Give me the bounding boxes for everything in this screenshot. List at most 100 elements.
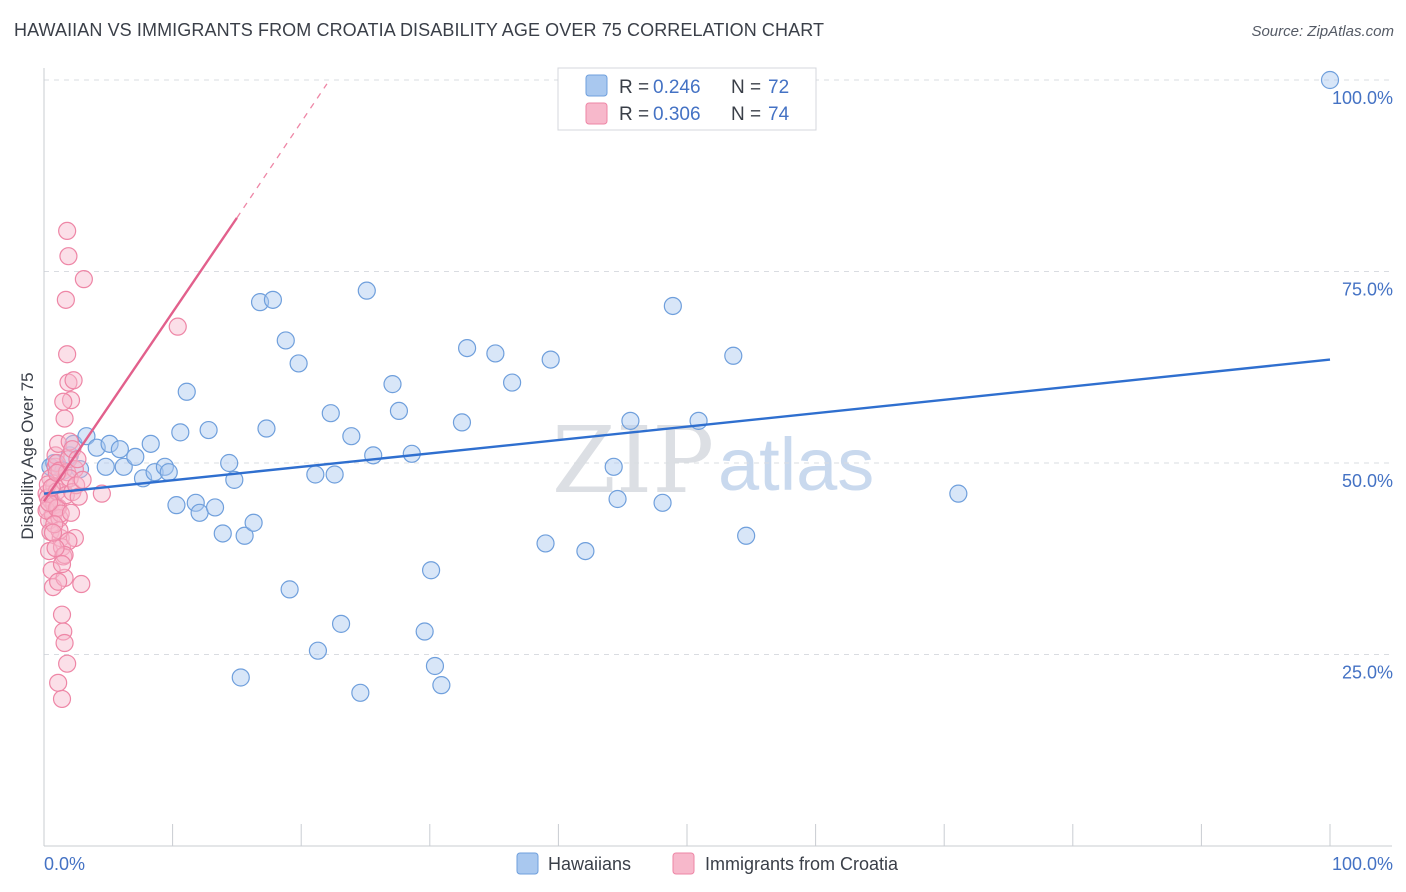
data-point-hawaiians — [263, 290, 283, 309]
legend-n-label-1: N = — [731, 77, 761, 98]
y-tick-label: 50.0% — [1342, 471, 1393, 491]
data-point-croatia — [52, 555, 72, 574]
data-point-hawaiians — [541, 350, 560, 369]
bottom-legend-label-croatia: Immigrants from Croatia — [705, 854, 899, 874]
data-point-croatia — [54, 622, 73, 641]
data-point-hawaiians — [244, 513, 263, 532]
data-point-hawaiians — [276, 331, 295, 350]
data-point-hawaiians — [289, 354, 308, 373]
data-point-hawaiians — [949, 484, 968, 503]
data-point-hawaiians — [190, 503, 209, 522]
data-point-croatia — [49, 572, 68, 591]
data-point-hawaiians — [231, 668, 250, 687]
data-point-croatia — [49, 434, 68, 453]
legend-n-value-2: 74 — [768, 104, 790, 125]
data-point-hawaiians — [235, 526, 254, 545]
data-point-croatia — [61, 391, 81, 410]
data-point-hawaiians — [724, 346, 743, 365]
data-point-hawaiians — [220, 453, 239, 473]
data-point-hawaiians — [145, 463, 164, 482]
data-point-croatia — [69, 487, 88, 506]
legend-r-label-1: R = — [619, 77, 649, 98]
y-tick-label: 25.0% — [1342, 663, 1393, 683]
stats-legend: R = 0.246 N = 72 R = 0.306 N = 74 — [557, 67, 817, 131]
data-point-hawaiians — [457, 339, 477, 358]
watermark-zip: ZIP — [552, 407, 714, 514]
data-point-hawaiians — [100, 434, 119, 453]
y-tick-label: 75.0% — [1342, 280, 1393, 300]
data-point-hawaiians — [425, 656, 445, 676]
data-point-croatia — [46, 538, 65, 558]
data-point-hawaiians — [325, 465, 344, 484]
trendline-hawaiians — [43, 358, 1331, 495]
legend-swatch-croatia — [585, 102, 608, 125]
data-point-hawaiians — [141, 434, 160, 453]
chart-title: HAWAIIAN VS IMMIGRANTS FROM CROATIA DISA… — [14, 20, 825, 40]
data-point-hawaiians — [576, 541, 595, 561]
data-point-hawaiians — [126, 447, 145, 466]
data-point-hawaiians — [503, 373, 522, 392]
x-tick-label-max: 100.0% — [1332, 854, 1393, 874]
data-point-hawaiians — [486, 344, 505, 363]
series-legend: Hawaiians Immigrants from Croatia — [516, 852, 899, 875]
data-point-hawaiians — [177, 382, 196, 401]
data-point-croatia — [54, 392, 73, 411]
data-point-hawaiians — [357, 281, 376, 300]
data-point-croatia — [40, 493, 59, 512]
data-point-croatia — [73, 470, 92, 489]
trendline-croatia — [43, 217, 238, 502]
data-point-hawaiians — [225, 470, 244, 489]
legend-n-value-1: 72 — [768, 77, 789, 98]
data-point-hawaiians — [96, 457, 115, 476]
data-point-hawaiians — [306, 465, 325, 484]
data-point-croatia — [55, 409, 74, 428]
data-point-hawaiians — [114, 457, 133, 476]
data-point-croatia — [52, 605, 72, 624]
data-point-hawaiians — [159, 463, 178, 482]
data-point-croatia — [56, 290, 75, 309]
data-point-hawaiians — [342, 427, 361, 446]
x-tick-label-min: 0.0% — [44, 854, 85, 874]
data-point-croatia — [58, 345, 77, 364]
y-tick-label: 100.0% — [1332, 88, 1393, 108]
watermark: ZIP atlas — [552, 407, 874, 514]
data-point-hawaiians — [199, 420, 218, 440]
y-tick-labels: 25.0% 50.0% 75.0% 100.0% — [1332, 88, 1393, 683]
gridlines — [44, 79, 1392, 655]
data-point-croatia — [49, 673, 68, 692]
data-point-croatia — [43, 523, 63, 542]
data-point-hawaiians — [331, 614, 351, 633]
data-point-croatia — [58, 221, 77, 241]
data-point-hawaiians — [452, 413, 472, 432]
legend-swatch-hawaiians — [585, 74, 608, 97]
data-point-croatia — [59, 247, 78, 266]
data-point-hawaiians — [351, 683, 370, 702]
data-point-hawaiians — [432, 676, 451, 695]
data-point-hawaiians — [186, 493, 205, 512]
data-point-croatia — [61, 503, 81, 522]
data-point-hawaiians — [1320, 70, 1340, 90]
data-point-croatia — [52, 689, 72, 709]
data-point-hawaiians — [415, 622, 434, 641]
data-point-croatia — [92, 484, 111, 503]
data-point-hawaiians — [621, 411, 640, 430]
data-point-croatia — [58, 654, 77, 673]
legend-n-label-2: N = — [731, 104, 761, 125]
series-hawaiians — [41, 70, 1340, 702]
data-point-hawaiians — [205, 498, 225, 517]
data-point-hawaiians — [653, 493, 672, 512]
legend-r-value-1: 0.246 — [653, 77, 701, 98]
y-axis-title: Disability Age Over 75 — [18, 372, 37, 539]
data-point-hawaiians — [321, 404, 340, 423]
data-point-hawaiians — [167, 496, 186, 515]
bottom-legend-swatch-hawaiians — [516, 852, 539, 875]
data-point-hawaiians — [308, 641, 328, 660]
data-point-hawaiians — [604, 457, 623, 476]
legend-r-label-2: R = — [619, 104, 649, 125]
bottom-legend-swatch-croatia — [672, 852, 695, 875]
data-point-croatia — [168, 317, 187, 336]
data-point-hawaiians — [364, 446, 383, 465]
data-point-croatia — [72, 574, 91, 594]
bottom-legend-label-hawaiians: Hawaiians — [548, 854, 631, 874]
